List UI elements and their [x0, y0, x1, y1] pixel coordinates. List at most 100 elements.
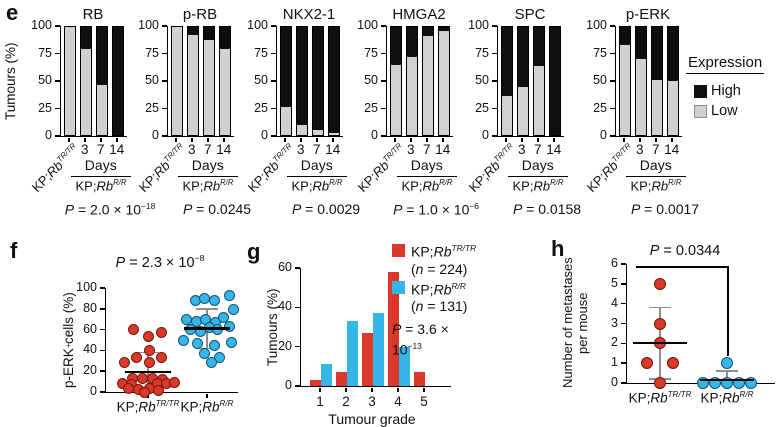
x-axis-tick [190, 137, 193, 142]
data-point [640, 357, 653, 370]
x-axis-tick [638, 137, 641, 142]
significance-bracket-right [727, 266, 730, 356]
g-legend-genotype: KP;RbR/R [411, 280, 466, 298]
x-axis-tick [345, 387, 347, 392]
x-axis-tick [397, 387, 399, 392]
bar-segment-high [313, 27, 323, 130]
p-value-label: P = 0.0017 [630, 201, 700, 217]
y-axis-tick-label: 75 [364, 45, 378, 60]
y-axis-tick-label: 25 [364, 100, 378, 115]
high-swatch [694, 84, 707, 98]
bar-segment-low [534, 65, 544, 135]
red-swatch [392, 243, 405, 257]
bar-segment-low [329, 132, 339, 135]
x-axis-tick [299, 137, 302, 142]
data-point [654, 377, 666, 389]
x-axis-tick-label-day: 3 [635, 142, 644, 157]
x-axis-tick [441, 137, 444, 142]
y-axis-tick-label: 0 [611, 375, 618, 389]
mean-line [700, 378, 754, 382]
mean-line [633, 342, 687, 345]
bar-segment-low [502, 96, 512, 135]
y-axis-tick [55, 107, 60, 110]
mean-line [125, 371, 171, 374]
x-axis-tick-label-day: 14 [109, 142, 125, 157]
x-axis-tick [222, 137, 225, 142]
x-axis-days-label: Days [521, 157, 554, 173]
x-axis-tick [393, 137, 396, 142]
stacked-bar [296, 26, 308, 136]
y-axis-tick [55, 52, 60, 55]
y-axis-tick-label: 50 [593, 73, 607, 87]
x-axis-tick [99, 137, 102, 142]
stacked-bar [517, 26, 529, 136]
grade-bar [399, 346, 410, 386]
stacked-bar [64, 26, 76, 136]
y-axis-tick [621, 322, 626, 325]
stacked-bar [667, 26, 679, 136]
x-axis-tick-label-day: 7 [312, 142, 321, 157]
y-axis-tick [621, 302, 626, 305]
grade-bar [388, 271, 399, 386]
data-point [155, 327, 167, 339]
panel-label-f: f [10, 238, 18, 263]
x-axis-tick [331, 137, 334, 142]
x-axis-tick [67, 137, 70, 142]
data-point [152, 385, 164, 397]
mean-line [184, 327, 230, 330]
grade-bar [414, 372, 425, 386]
y-axis-tick [271, 25, 276, 27]
data-point [667, 357, 680, 370]
g-legend: KP;RbTR/TR (n = 224) KP;RbR/R (n = 131) P = … [392, 240, 476, 359]
chart-title: NKX2-1 [282, 6, 336, 23]
bar-segment-high [329, 27, 339, 133]
y-axis-tick [162, 52, 167, 55]
stacked-bar [390, 26, 402, 136]
g-legend-item: KP;RbR/R [392, 278, 476, 299]
y-axis-tick-label: 100 [138, 18, 159, 32]
x-axis-label-genotype-tr: KP;RbTR/TR [135, 141, 185, 195]
stacked-bar [422, 26, 434, 136]
y-axis-tick-label: 0 [261, 128, 268, 142]
x-axis-tick-label-day: 7 [96, 142, 105, 157]
data-point [654, 317, 666, 330]
y-axis-tick [100, 370, 105, 372]
y-axis-tick-label: 40 [278, 299, 292, 314]
data-point [168, 377, 180, 389]
g-y-axis-label: Tumours (%) [265, 288, 280, 366]
data-point [206, 357, 218, 369]
stacked-bar [533, 26, 545, 136]
bar-segment-high [534, 27, 544, 66]
y-axis-tick [55, 135, 60, 137]
p-value-label: P = 1.0 × 10−6 [393, 201, 479, 218]
x-axis-tick-label-grade: 2 [342, 394, 350, 409]
legend-item-high: High [694, 83, 764, 99]
x-axis-tick-label-grade: 5 [420, 394, 428, 409]
y-axis-tick-label: 60 [278, 260, 292, 274]
grade-bar [310, 380, 321, 386]
bar-segment-high [188, 27, 198, 35]
g-p-value-label: P = 3.6 × 10−13 [392, 321, 449, 358]
y-axis-tick-label: 40 [83, 342, 97, 357]
y-axis-tick-label: 100 [31, 18, 52, 32]
chart-title: p-ERK [625, 6, 671, 23]
stacked-bar [171, 26, 183, 136]
legend-item-low: Low [694, 103, 764, 119]
bar-segment-high [502, 27, 512, 97]
panel-label-g: g [247, 239, 261, 264]
stacked-bar [501, 26, 513, 136]
y-axis-tick-label: 5 [611, 275, 618, 290]
bar-segment-high [281, 27, 291, 107]
p-value-label: P = 0.0158 [512, 201, 582, 217]
stacked-bar [651, 26, 663, 136]
x-axis-tick [536, 137, 539, 142]
y-axis-tick-label: 25 [593, 100, 607, 115]
bar-segment-low [407, 57, 417, 135]
y-axis-tick-label: 0 [600, 128, 607, 142]
data-point [721, 357, 733, 370]
x-axis-tick [283, 137, 286, 142]
x-axis-label-genotype: KP;RbTR/TR [628, 390, 692, 406]
bar-segment-low [188, 34, 198, 135]
plot-area [300, 268, 451, 387]
